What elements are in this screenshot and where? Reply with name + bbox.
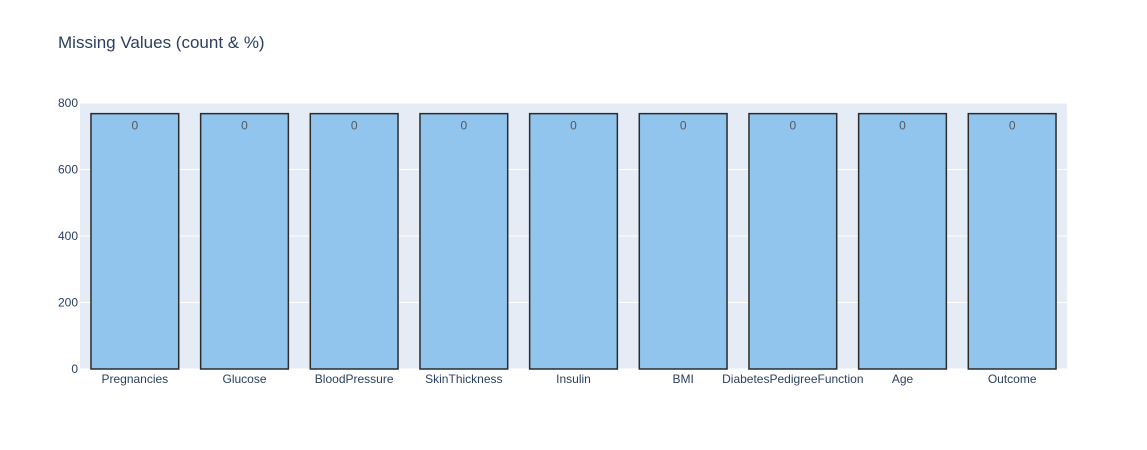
bar <box>199 112 290 370</box>
x-tick-label: Age <box>892 372 914 386</box>
x-tick-label: BloodPressure <box>315 372 394 386</box>
chart-title: Missing Values (count & %) <box>58 33 265 52</box>
bar-data-label: 0 <box>351 119 358 133</box>
bar-data-label: 0 <box>131 119 138 133</box>
x-tick-label: Insulin <box>556 372 591 386</box>
bar <box>528 112 619 370</box>
bar <box>419 112 509 370</box>
y-tick-label: 400 <box>58 229 78 243</box>
x-tick-label: BMI <box>672 372 693 386</box>
bar-data-label: 0 <box>899 119 906 133</box>
bar-data-label: 0 <box>570 119 577 133</box>
bar <box>638 112 728 370</box>
bar <box>309 112 399 370</box>
bar-data-label: 0 <box>241 119 248 133</box>
x-tick-label: Outcome <box>988 372 1037 386</box>
x-tick-label: Glucose <box>222 372 266 386</box>
bar-data-label: 0 <box>460 119 467 133</box>
y-tick-label: 0 <box>71 362 78 376</box>
x-tick-label: DiabetesPedigreeFunction <box>722 372 863 386</box>
bar <box>90 112 180 370</box>
bar <box>748 112 838 370</box>
bar-data-label: 0 <box>1009 119 1016 133</box>
x-tick-label: SkinThickness <box>425 372 502 386</box>
y-tick-label: 800 <box>58 96 78 110</box>
y-tick-label: 200 <box>58 296 78 310</box>
y-tick-label: 600 <box>58 163 78 177</box>
bar-data-label: 0 <box>789 119 796 133</box>
bar <box>967 112 1057 370</box>
bar <box>857 112 948 370</box>
bar-data-label: 0 <box>680 119 687 133</box>
x-tick-label: Pregnancies <box>101 372 168 386</box>
